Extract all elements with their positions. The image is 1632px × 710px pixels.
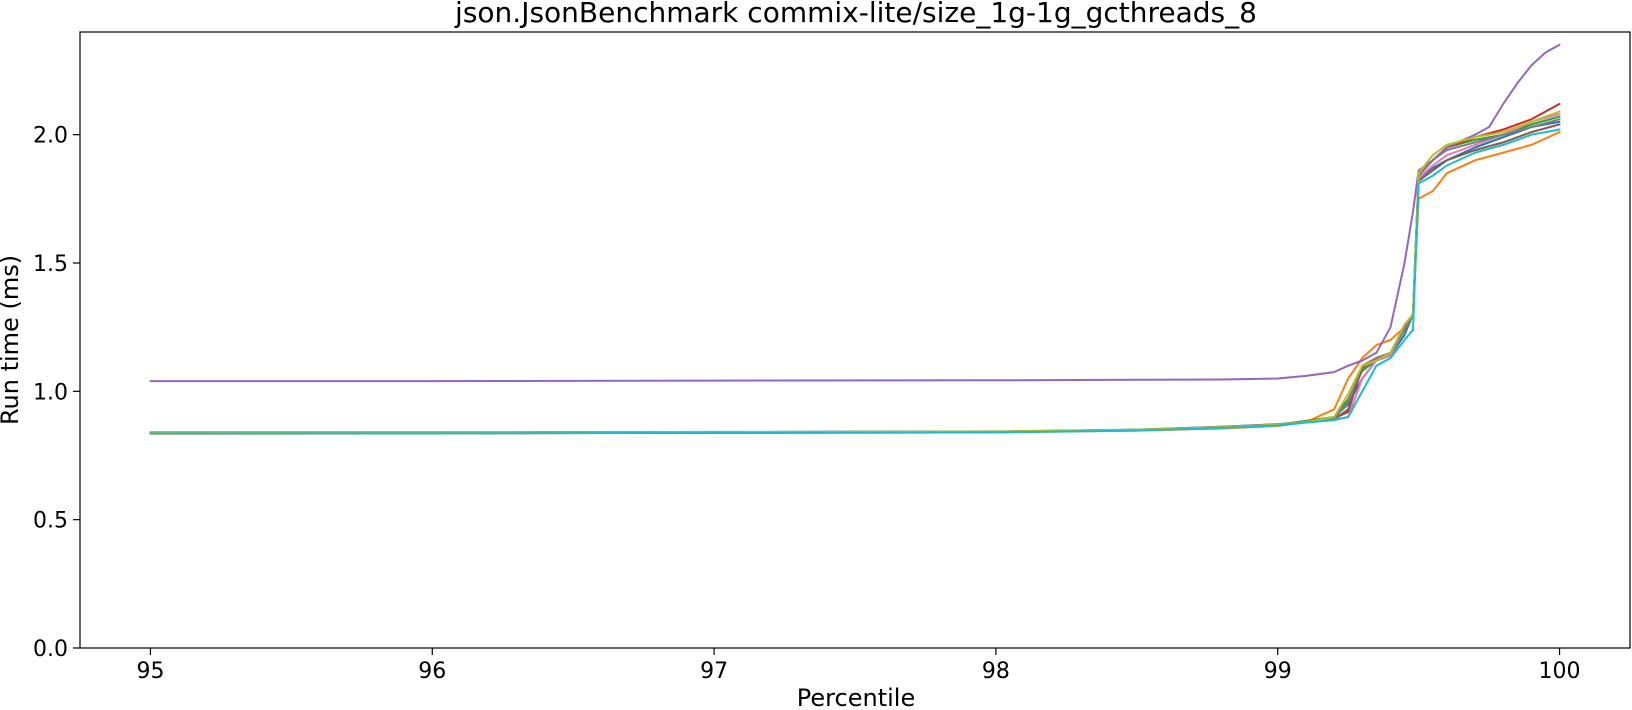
- chart-title: json.JsonBenchmark commix-lite/size_1g-1…: [454, 0, 1257, 29]
- series-line-5: [149, 43, 1561, 383]
- x-tick-label: 99: [1264, 659, 1292, 684]
- y-tick-label: 1.5: [33, 252, 68, 277]
- plot-frame: [79, 31, 1631, 649]
- y-tick-label: 0.0: [33, 637, 68, 662]
- x-axis: 95 96 97 98 99 100: [136, 648, 1581, 684]
- x-axis-label: Percentile: [797, 684, 915, 710]
- x-tick-label: 96: [418, 659, 446, 684]
- series-line-10: [149, 128, 1561, 435]
- y-axis: 0.0 0.5 1.0 1.5 2.0: [33, 124, 80, 662]
- series-line-2: [149, 131, 1561, 435]
- series-layer: [149, 43, 1561, 435]
- y-tick-label: 2.0: [33, 124, 68, 149]
- y-axis-label: Run time (ms): [0, 255, 24, 425]
- y-tick-label: 0.5: [33, 509, 68, 534]
- x-tick-label: 100: [1539, 659, 1581, 684]
- y-tick-label: 1.0: [33, 380, 68, 405]
- x-tick-label: 97: [700, 659, 728, 684]
- x-tick-label: 95: [136, 659, 164, 684]
- series-line-3: [149, 115, 1561, 434]
- series-line-7: [149, 113, 1561, 434]
- x-tick-label: 98: [982, 659, 1010, 684]
- series-line-1: [149, 120, 1561, 434]
- series-line-4: [149, 102, 1561, 434]
- series-line-8: [149, 118, 1561, 434]
- series-line-6: [149, 123, 1561, 435]
- series-line-9: [149, 110, 1561, 434]
